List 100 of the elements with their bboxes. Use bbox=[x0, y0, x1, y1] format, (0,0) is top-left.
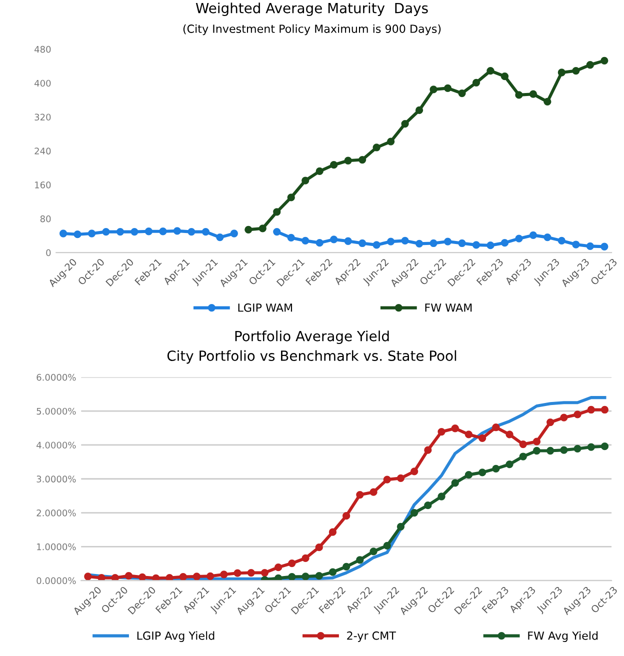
point bbox=[544, 233, 552, 242]
point bbox=[328, 528, 337, 536]
point bbox=[492, 464, 500, 473]
point bbox=[220, 570, 228, 578]
point bbox=[458, 239, 466, 248]
point bbox=[430, 239, 438, 248]
point bbox=[500, 72, 509, 80]
point bbox=[401, 236, 409, 245]
y-tick-label: 3.0000% bbox=[36, 476, 76, 482]
point bbox=[600, 242, 608, 250]
point bbox=[234, 569, 242, 577]
point bbox=[274, 564, 282, 572]
point bbox=[560, 414, 568, 422]
point bbox=[273, 208, 281, 216]
point bbox=[529, 90, 538, 98]
point bbox=[98, 574, 106, 581]
point bbox=[316, 238, 324, 247]
point bbox=[144, 228, 153, 236]
point bbox=[464, 470, 473, 479]
point bbox=[302, 554, 310, 562]
point bbox=[451, 424, 459, 432]
point bbox=[316, 167, 324, 176]
point bbox=[244, 226, 252, 234]
chart-title: Portfolio Average Yield bbox=[235, 330, 389, 344]
point bbox=[188, 228, 196, 236]
point bbox=[464, 430, 473, 438]
point bbox=[116, 228, 124, 236]
point bbox=[386, 138, 395, 146]
y-tick-label: 240 bbox=[34, 148, 51, 154]
y-tick-label: 320 bbox=[34, 114, 51, 121]
point bbox=[544, 98, 552, 106]
point bbox=[546, 418, 554, 426]
point bbox=[410, 468, 418, 476]
point bbox=[458, 89, 466, 98]
point bbox=[124, 572, 133, 580]
point bbox=[558, 68, 566, 76]
point bbox=[506, 430, 514, 438]
point bbox=[288, 559, 296, 568]
y-tick-label: 0 bbox=[46, 249, 51, 256]
point bbox=[572, 240, 580, 248]
point bbox=[315, 544, 323, 552]
point bbox=[410, 508, 418, 517]
point bbox=[383, 476, 391, 484]
y-tick-label: 0.0000% bbox=[36, 577, 76, 584]
point bbox=[260, 568, 269, 577]
point bbox=[258, 224, 266, 232]
point bbox=[424, 501, 432, 510]
point bbox=[586, 61, 594, 69]
point bbox=[302, 236, 310, 245]
point bbox=[230, 230, 238, 238]
point bbox=[356, 556, 364, 564]
point bbox=[74, 230, 82, 238]
chart-subtitle: (City Investment Policy Maximum is 900 Days) bbox=[183, 24, 441, 36]
point bbox=[315, 572, 323, 580]
point bbox=[344, 237, 352, 245]
point bbox=[438, 492, 446, 500]
point bbox=[159, 228, 167, 236]
y-tick-label: 160 bbox=[35, 182, 51, 188]
legend-label: FW Avg Yield bbox=[528, 631, 598, 642]
point bbox=[558, 236, 566, 245]
point bbox=[88, 230, 96, 238]
point bbox=[288, 573, 296, 581]
point bbox=[519, 452, 527, 460]
point bbox=[138, 573, 146, 581]
point bbox=[532, 438, 541, 446]
point bbox=[478, 468, 486, 476]
point bbox=[438, 428, 446, 436]
y-tick-label: 5.0000% bbox=[36, 408, 76, 415]
point bbox=[486, 242, 494, 250]
point bbox=[472, 78, 480, 86]
point bbox=[356, 490, 364, 499]
point bbox=[342, 512, 350, 520]
point bbox=[396, 474, 405, 482]
point bbox=[372, 144, 380, 152]
point bbox=[430, 86, 438, 94]
point bbox=[386, 238, 395, 246]
point bbox=[401, 120, 409, 128]
point bbox=[370, 488, 378, 496]
point bbox=[529, 231, 538, 240]
point bbox=[600, 442, 609, 450]
point bbox=[206, 572, 214, 580]
point bbox=[560, 446, 568, 454]
point bbox=[192, 572, 201, 580]
point bbox=[342, 562, 350, 570]
point bbox=[152, 574, 160, 581]
point bbox=[216, 233, 224, 242]
point bbox=[370, 548, 378, 556]
point bbox=[273, 228, 281, 236]
point bbox=[451, 479, 459, 487]
point bbox=[519, 440, 527, 448]
point bbox=[546, 446, 554, 455]
point bbox=[344, 156, 352, 164]
point bbox=[247, 568, 255, 577]
point bbox=[444, 84, 452, 92]
point bbox=[600, 56, 608, 64]
point bbox=[515, 234, 523, 242]
point bbox=[358, 239, 366, 248]
point bbox=[587, 443, 595, 451]
y-tick-label: 2.0000% bbox=[36, 510, 76, 516]
point bbox=[59, 230, 68, 238]
